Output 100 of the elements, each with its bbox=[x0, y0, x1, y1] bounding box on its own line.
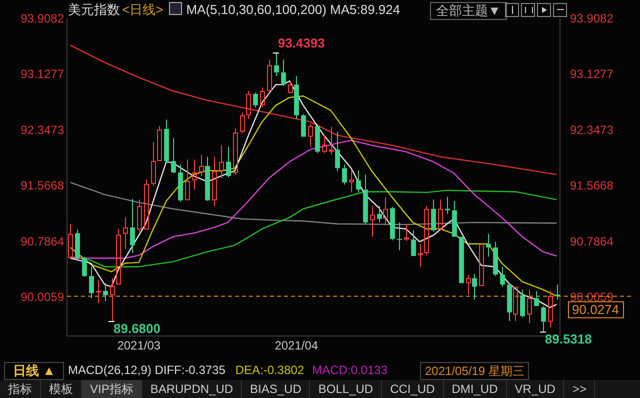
y2-tick-label: 93.1277 bbox=[570, 67, 614, 82]
candlestick bbox=[288, 80, 293, 94]
candlestick bbox=[507, 282, 512, 322]
candlestick bbox=[294, 76, 299, 120]
candlestick bbox=[110, 278, 115, 322]
y2-tick-label: 93.9082 bbox=[570, 11, 614, 26]
candlestick bbox=[472, 273, 477, 300]
y-tick-label: 90.7864 bbox=[20, 234, 64, 248]
text: MA(5,10,30,60,100,200) MA5:89.924 bbox=[186, 2, 400, 17]
candlestick bbox=[322, 134, 327, 154]
candlestick bbox=[356, 170, 361, 193]
candlestick bbox=[555, 284, 560, 300]
text: DEA:-0.3802 bbox=[235, 363, 304, 377]
candlestick bbox=[75, 229, 80, 260]
candlestick bbox=[466, 274, 471, 296]
text: MACD(26,12,9) DIFF:-0.3735 bbox=[68, 363, 226, 377]
candlestick bbox=[383, 196, 388, 226]
candlestick bbox=[130, 198, 135, 254]
text: 指标 bbox=[0, 380, 41, 398]
candlestick bbox=[178, 164, 183, 202]
candlestick bbox=[335, 131, 340, 172]
candlestick bbox=[500, 266, 505, 288]
y2-tick-label: 90.7864 bbox=[570, 234, 614, 248]
candlestick bbox=[418, 243, 423, 268]
y-tick-label: 91.5668 bbox=[20, 178, 64, 193]
candlestick bbox=[308, 123, 313, 148]
candlestick bbox=[411, 230, 416, 256]
candlestick bbox=[123, 216, 128, 250]
text: 全部主题▼ bbox=[430, 2, 507, 20]
candlestick bbox=[363, 174, 368, 224]
candlestick bbox=[274, 52, 279, 77]
candlestick bbox=[157, 126, 162, 162]
candlestick bbox=[513, 286, 518, 322]
candlestick bbox=[541, 306, 546, 332]
candlestick bbox=[493, 241, 498, 277]
text: 2021/05/19 星期三 bbox=[420, 362, 530, 380]
candlestick bbox=[260, 86, 265, 108]
candlestick bbox=[424, 206, 429, 256]
x-tick-label: 2021/03 bbox=[117, 338, 161, 353]
candlestick bbox=[219, 144, 224, 179]
candlestick bbox=[267, 59, 272, 93]
text: BIAS_UD bbox=[242, 380, 310, 398]
candlestick bbox=[404, 223, 409, 242]
candlestick bbox=[212, 156, 217, 207]
candlestick bbox=[164, 119, 169, 164]
candlestick bbox=[185, 159, 190, 200]
candlestick bbox=[281, 59, 286, 87]
candlestick bbox=[246, 90, 251, 120]
candlestick bbox=[240, 112, 245, 134]
candlestick bbox=[144, 179, 149, 230]
text: BARUPDN_UD bbox=[142, 380, 242, 398]
candlestick bbox=[397, 222, 402, 251]
candlestick bbox=[527, 289, 532, 324]
text: >> bbox=[564, 380, 596, 398]
x-tick-label: 2021/04 bbox=[274, 338, 318, 353]
y-tick-label: 90.0059 bbox=[20, 290, 64, 304]
candlestick bbox=[253, 92, 258, 108]
candlestick bbox=[390, 206, 395, 241]
chart-subtitle: <日线> bbox=[122, 2, 164, 17]
text: VR_UD bbox=[506, 380, 564, 398]
candlestick bbox=[520, 289, 525, 318]
ref-line-label: 90.0274 bbox=[572, 302, 619, 317]
candlestick bbox=[103, 282, 108, 302]
candlestick bbox=[548, 290, 553, 328]
candlestick bbox=[452, 200, 457, 237]
candlestick bbox=[445, 196, 450, 214]
candlestick bbox=[329, 126, 334, 156]
candlestick bbox=[534, 290, 539, 306]
candlestick bbox=[377, 206, 382, 223]
annotation: 89.6800 bbox=[114, 321, 161, 336]
candlestick bbox=[226, 146, 231, 178]
annotation: 93.4393 bbox=[278, 36, 325, 51]
candlestick bbox=[137, 199, 142, 232]
candlestick bbox=[349, 169, 354, 193]
text: VIP指标 bbox=[82, 380, 142, 398]
text: BOLL_UD bbox=[310, 380, 382, 398]
candlestick bbox=[370, 206, 375, 238]
chart-title: 美元指数 bbox=[68, 2, 120, 17]
candlestick bbox=[89, 266, 94, 299]
text: 日线 ▲ bbox=[4, 362, 64, 380]
text: MACD:0.0133 bbox=[312, 363, 388, 377]
candlestick bbox=[68, 223, 73, 258]
y-tick-label: 92.3473 bbox=[20, 122, 64, 137]
text: DMI_UD bbox=[444, 380, 507, 398]
candlestick bbox=[151, 141, 156, 187]
candlestick bbox=[96, 279, 101, 304]
y-tick-label: 93.1277 bbox=[20, 67, 64, 82]
candlestick bbox=[233, 128, 238, 176]
candlestick bbox=[315, 123, 320, 154]
candlestick bbox=[342, 164, 347, 186]
y-tick-label: 93.9082 bbox=[20, 11, 64, 26]
candlestick bbox=[192, 159, 197, 190]
y2-tick-label: 91.5668 bbox=[570, 178, 614, 193]
candlestick bbox=[205, 156, 210, 200]
candlestick bbox=[438, 199, 443, 230]
candlestick bbox=[431, 199, 436, 232]
text: 模板 bbox=[41, 380, 82, 398]
candlestick bbox=[486, 233, 491, 258]
candlestick bbox=[116, 228, 121, 285]
text: CCI_UD bbox=[382, 380, 444, 398]
